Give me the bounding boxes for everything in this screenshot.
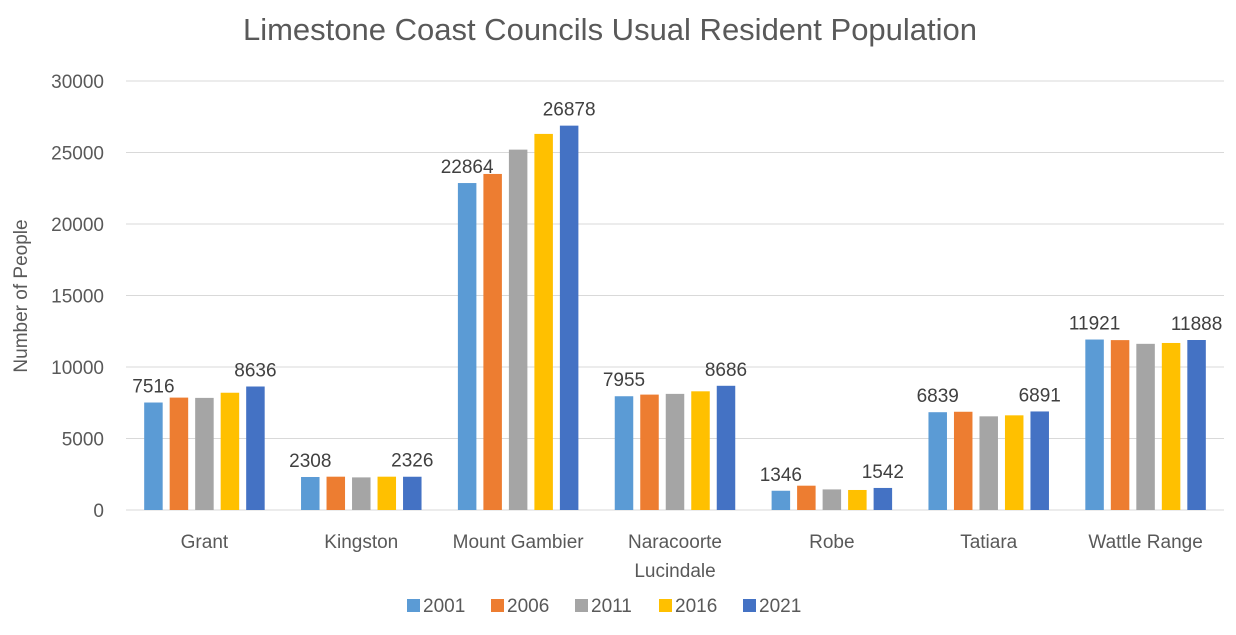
x-tick-label: Kingston xyxy=(324,532,398,553)
data-label: 1346 xyxy=(760,465,802,486)
bar xyxy=(1110,340,1130,510)
legend-label: 2001 xyxy=(423,596,465,617)
legend-swatch xyxy=(491,599,504,612)
bar xyxy=(246,386,265,510)
bar xyxy=(614,396,634,510)
y-tick-label: 25000 xyxy=(51,144,104,165)
y-tick-label: 20000 xyxy=(51,215,104,236)
legend-swatch xyxy=(743,599,756,612)
bar xyxy=(691,391,710,510)
bar xyxy=(352,477,371,510)
bar xyxy=(1187,340,1206,510)
bar xyxy=(483,173,502,510)
bar xyxy=(195,397,214,510)
bar xyxy=(559,125,579,511)
bar xyxy=(1004,415,1024,510)
legend-label: 2006 xyxy=(507,596,549,617)
bar xyxy=(301,476,320,510)
data-label: 2308 xyxy=(289,451,331,472)
bar xyxy=(1161,342,1181,510)
data-label: 8636 xyxy=(234,361,276,382)
data-label: 7955 xyxy=(603,370,645,391)
y-axis-label: Number of People xyxy=(11,219,32,372)
bars xyxy=(144,125,1206,511)
bar xyxy=(979,416,998,510)
data-label: 6891 xyxy=(1019,385,1061,406)
bar xyxy=(640,394,659,510)
data-label: 11921 xyxy=(1069,314,1120,335)
data-label: 7516 xyxy=(132,377,174,398)
data-label: 11888 xyxy=(1171,314,1222,335)
x-tick-label: Mount Gambier xyxy=(453,532,585,553)
bar xyxy=(144,402,163,510)
chart-title: Limestone Coast Councils Usual Resident … xyxy=(243,12,977,47)
y-tick-label: 15000 xyxy=(51,287,104,308)
y-tick-label: 30000 xyxy=(51,72,104,93)
bar xyxy=(848,489,867,510)
legend-swatch xyxy=(659,599,672,612)
bar xyxy=(169,397,189,510)
bar xyxy=(1085,339,1104,510)
bar xyxy=(534,133,553,510)
bar xyxy=(377,476,397,510)
data-label: 2326 xyxy=(391,451,433,472)
data-label: 1542 xyxy=(862,462,904,483)
data-label: 26878 xyxy=(543,100,596,121)
y-tick-label: 5000 xyxy=(62,430,104,451)
x-tick-label: Lucindale xyxy=(634,561,715,582)
legend-swatch xyxy=(407,599,420,612)
bar xyxy=(873,487,893,510)
y-tick-label: 10000 xyxy=(51,358,104,379)
bar xyxy=(822,489,842,510)
data-label: 22864 xyxy=(441,157,494,178)
bar xyxy=(1030,411,1049,510)
data-label: 6839 xyxy=(917,386,959,407)
bar xyxy=(771,490,791,510)
bar xyxy=(220,392,240,510)
data-label: 8686 xyxy=(705,360,747,381)
bar xyxy=(928,412,947,510)
bar xyxy=(403,476,422,510)
x-tick-label: Robe xyxy=(809,532,854,553)
gridlines xyxy=(126,80,1224,511)
y-tick-label: 0 xyxy=(93,501,104,522)
bar xyxy=(953,411,973,510)
bar xyxy=(665,393,685,510)
legend-label: 2021 xyxy=(759,596,801,617)
bar xyxy=(457,183,477,510)
x-axis-categories: Grant Kingston Mount Gambier Naracoorte Luci… xyxy=(181,532,1203,582)
x-tick-label: Wattle Range xyxy=(1088,532,1202,553)
x-tick-label: Grant xyxy=(181,532,229,553)
y-axis-ticks: 0 5000 10000 15000 20000 25000 30000 xyxy=(51,72,104,522)
bar xyxy=(1136,343,1155,510)
x-tick-label: Tatiara xyxy=(960,532,1017,553)
bar xyxy=(326,476,346,510)
bar xyxy=(508,149,528,510)
x-tick-label: Naracoorte xyxy=(628,532,722,553)
legend: 2001 2006 2011 2016 2021 xyxy=(407,596,801,617)
legend-label: 2016 xyxy=(675,596,717,617)
bar xyxy=(716,385,736,510)
data-labels: 7516 8636 2308 2326 22864 26878 7955 8686 1346 15… xyxy=(132,100,1222,486)
legend-swatch xyxy=(575,599,588,612)
bar xyxy=(797,485,816,510)
legend-label: 2011 xyxy=(591,596,632,617)
